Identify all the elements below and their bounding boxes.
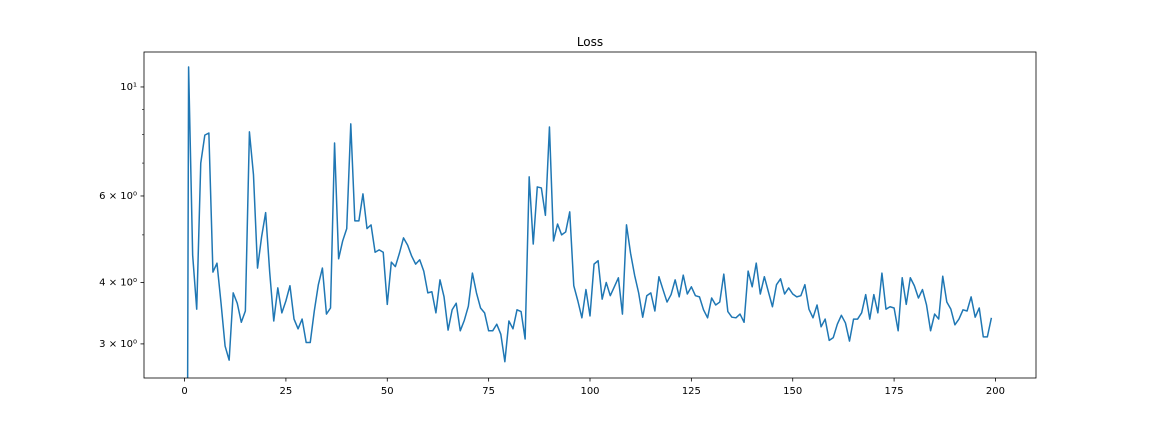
y-tick-label: 6 × 10⁰: [99, 191, 137, 202]
x-tick-label: 25: [280, 386, 293, 397]
series-line: [186, 66, 993, 378]
x-tick-label: 200: [986, 386, 1005, 397]
x-tick-label: 50: [381, 386, 394, 397]
y-tick-label: 4 × 10⁰: [99, 278, 137, 289]
y-tick-label: 3 × 10⁰: [99, 339, 137, 350]
y-tick-label: 10¹: [120, 82, 137, 93]
x-tick-label: 150: [783, 386, 802, 397]
x-tick-label: 0: [181, 386, 187, 397]
chart-title: Loss: [577, 35, 603, 49]
x-tick-label: 175: [885, 386, 904, 397]
x-tick-label: 75: [482, 386, 495, 397]
axes-frame: [143, 51, 1037, 379]
x-tick-label: 125: [682, 386, 701, 397]
plot-area: [186, 66, 993, 378]
x-tick-label: 100: [580, 386, 599, 397]
